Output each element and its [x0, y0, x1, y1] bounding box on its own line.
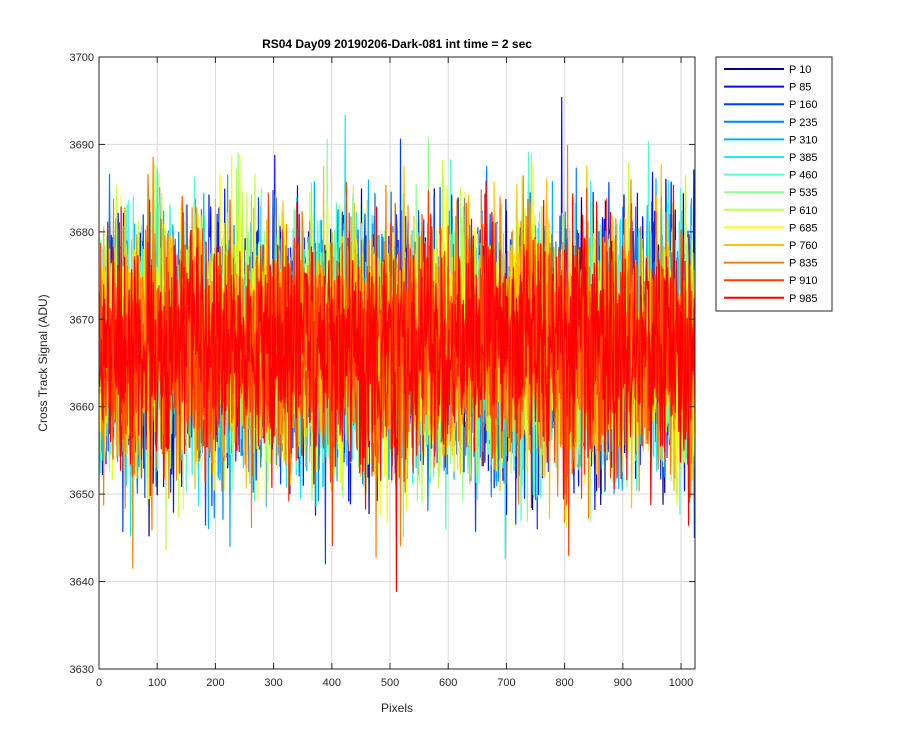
legend-label: P 160 — [789, 99, 818, 111]
y-tick-label: 3690 — [70, 139, 94, 151]
x-tick-label: 800 — [555, 677, 573, 689]
plot-area — [98, 56, 696, 670]
y-tick-label: 3670 — [70, 314, 94, 326]
x-axis-label: Pixels — [381, 701, 413, 715]
series-lines — [99, 96, 695, 592]
legend-label: P 10 — [789, 64, 811, 76]
legend-label: P 685 — [789, 222, 818, 234]
y-tick-label: 3640 — [70, 577, 94, 589]
x-tick-label: 900 — [614, 677, 632, 689]
legend-label: P 760 — [789, 240, 818, 252]
y-tick-label: 3680 — [70, 227, 94, 239]
x-tick-label: 400 — [323, 677, 341, 689]
legend-label: P 910 — [789, 275, 818, 287]
x-tick-label: 700 — [497, 677, 515, 689]
x-tick-label: 0 — [96, 677, 102, 689]
series-line-p-985 — [99, 180, 695, 592]
x-tick-label: 1000 — [669, 677, 693, 689]
legend-label: P 385 — [789, 152, 818, 164]
legend-box — [715, 56, 833, 312]
legend-label: P 85 — [789, 82, 811, 94]
y-tick-label: 3630 — [70, 664, 94, 676]
legend-label: P 610 — [789, 205, 818, 217]
legend-label: P 310 — [789, 134, 818, 146]
legend-label: P 835 — [789, 258, 818, 270]
x-tick-label: 500 — [381, 677, 399, 689]
legend-label: P 535 — [789, 187, 818, 199]
x-tick-label: 300 — [264, 677, 282, 689]
x-tick-label: 600 — [439, 677, 457, 689]
y-axis: 3630 3640 3650 3660 3670 3680 3690 3700 — [70, 52, 695, 676]
legend-label: P 235 — [789, 117, 818, 129]
chart-title: RS04 Day09 20190206-Dark-081 int time = … — [262, 37, 532, 51]
y-axis-label: Cross Track Signal (ADU) — [36, 294, 50, 431]
legend-label: P 460 — [789, 170, 818, 182]
legend: P 10 P 85 P 160 P 235 P 310 P 385 P 460 P 535 P … — [715, 56, 833, 312]
y-tick-label: 3660 — [70, 402, 94, 414]
y-tick-label: 3700 — [70, 52, 94, 64]
x-tick-label: 200 — [206, 677, 224, 689]
plot-frame — [98, 56, 696, 670]
legend-label: P 985 — [789, 293, 818, 305]
x-axis: 0 100 200 300 400 500 600 700 800 900 1000 — [96, 57, 693, 689]
x-tick-label: 100 — [148, 677, 166, 689]
y-tick-label: 3650 — [70, 489, 94, 501]
